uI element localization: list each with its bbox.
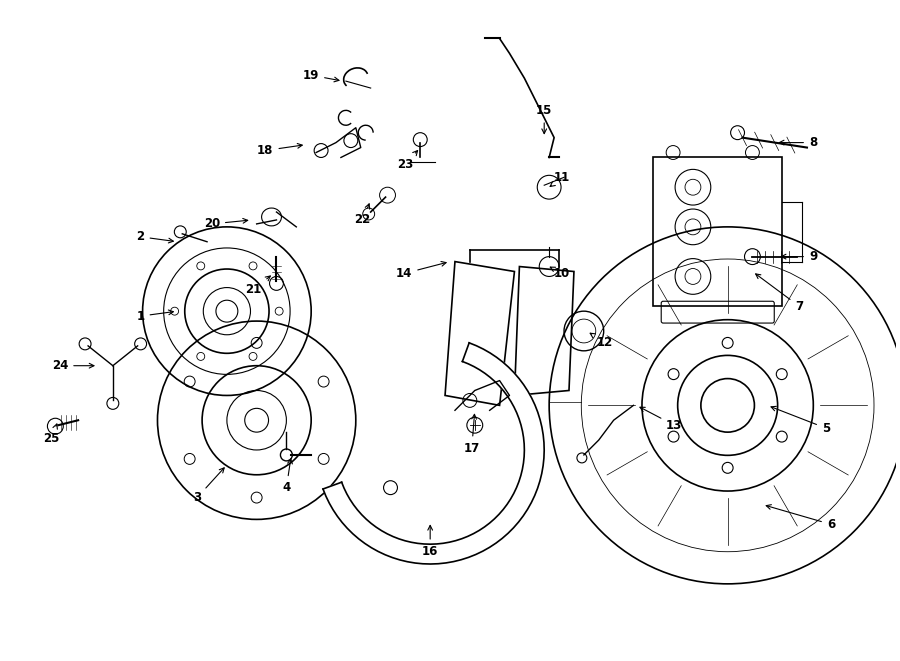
Text: 12: 12 — [590, 333, 613, 350]
Text: 11: 11 — [550, 171, 571, 186]
Text: 14: 14 — [396, 262, 446, 280]
Text: 22: 22 — [355, 204, 371, 227]
Text: 10: 10 — [550, 267, 571, 280]
Circle shape — [281, 449, 292, 461]
Polygon shape — [323, 343, 544, 564]
Text: 19: 19 — [302, 69, 339, 82]
Text: 4: 4 — [283, 459, 293, 494]
Text: 24: 24 — [52, 359, 94, 372]
Text: 20: 20 — [203, 217, 248, 231]
Text: 3: 3 — [194, 468, 224, 504]
Text: 15: 15 — [536, 104, 553, 134]
Text: 2: 2 — [137, 230, 174, 243]
Text: 21: 21 — [246, 276, 270, 296]
Text: 18: 18 — [257, 143, 302, 157]
Text: 17: 17 — [464, 414, 480, 455]
Text: 13: 13 — [640, 407, 682, 432]
Text: 25: 25 — [43, 424, 59, 445]
Text: 5: 5 — [771, 407, 830, 435]
Text: 23: 23 — [397, 151, 418, 171]
Text: 7: 7 — [756, 274, 803, 313]
Text: 9: 9 — [781, 250, 817, 263]
Text: 8: 8 — [779, 136, 817, 149]
Text: 6: 6 — [766, 505, 835, 531]
Text: 1: 1 — [137, 309, 174, 323]
Text: 16: 16 — [422, 525, 438, 558]
